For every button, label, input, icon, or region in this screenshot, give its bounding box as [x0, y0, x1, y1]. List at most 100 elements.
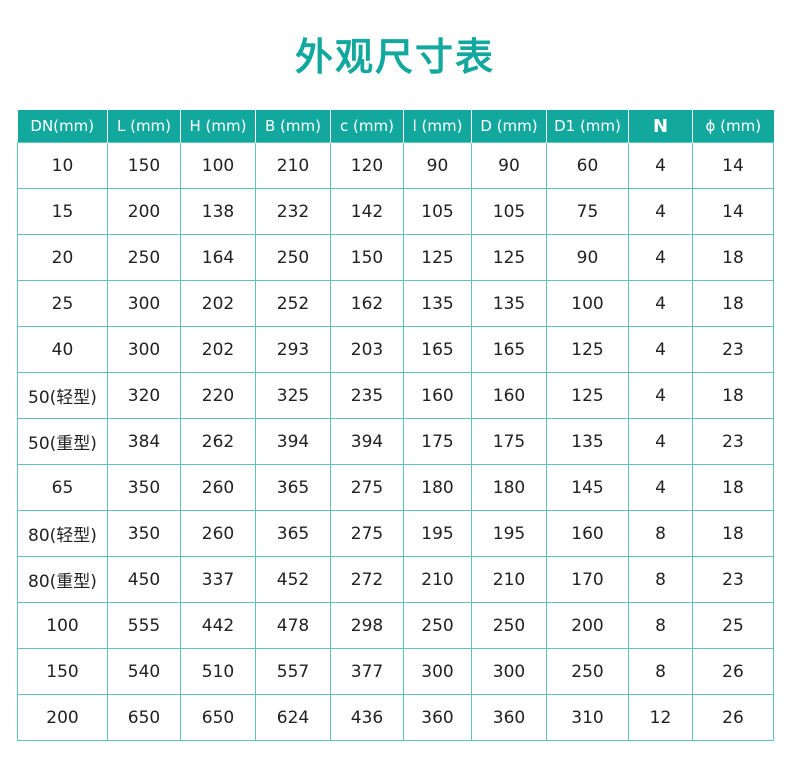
table-cell: 260: [180, 510, 256, 557]
table-cell: 360: [403, 694, 472, 741]
table-cell: 80(轻型): [17, 510, 108, 557]
table-row: 10 150 100 210 120 90 90 60 4 14: [17, 142, 774, 189]
table-cell: 18: [692, 280, 774, 327]
table-cell: 145: [546, 464, 629, 511]
table-cell: 452: [255, 556, 331, 603]
table-cell: 8: [628, 556, 693, 603]
table-cell: 8: [628, 602, 693, 649]
table-cell: 300: [107, 280, 181, 327]
table-cell: 180: [403, 464, 472, 511]
table-cell: 135: [403, 280, 472, 327]
table-row: 20 250 164 250 150 125 125 90 4 18: [17, 234, 774, 281]
table-cell: 300: [403, 648, 472, 695]
column-header: B (mm): [255, 110, 331, 143]
column-header: DN(mm): [17, 110, 108, 143]
table-cell: 365: [255, 510, 331, 557]
table-cell: 25: [692, 602, 774, 649]
column-header: ϕ (mm): [692, 110, 774, 143]
table-cell: 195: [403, 510, 472, 557]
table-cell: 272: [330, 556, 404, 603]
column-header: N: [628, 110, 693, 143]
table-cell: 650: [107, 694, 181, 741]
table-cell: 18: [692, 372, 774, 419]
table-cell: 262: [180, 418, 256, 465]
table-cell: 275: [330, 464, 404, 511]
column-header: D1 (mm): [546, 110, 629, 143]
table-cell: 18: [692, 234, 774, 281]
table-cell: 252: [255, 280, 331, 327]
table-cell: 105: [471, 188, 547, 235]
table-row: 150 540 510 557 377 300 300 250 8 26: [17, 648, 774, 695]
table-header: DN(mm) L (mm) H (mm) B (mm) c (mm) l (mm) D (m…: [17, 110, 774, 143]
table-cell: 50(重型): [17, 418, 108, 465]
table-cell: 162: [330, 280, 404, 327]
table-cell: 298: [330, 602, 404, 649]
table-row: 80(重型) 450 337 452 272 210 210 170 8 23: [17, 556, 774, 603]
table-cell: 4: [628, 326, 693, 373]
table-cell: 203: [330, 326, 404, 373]
table-cell: 384: [107, 418, 181, 465]
table-cell: 142: [330, 188, 404, 235]
table-cell: 202: [180, 326, 256, 373]
table-cell: 125: [403, 234, 472, 281]
table-cell: 235: [330, 372, 404, 419]
table-cell: 150: [17, 648, 108, 695]
page-title: 外观尺寸表: [294, 35, 495, 79]
table-cell: 160: [471, 372, 547, 419]
table-cell: 100: [17, 602, 108, 649]
table-cell: 377: [330, 648, 404, 695]
table-cell: 540: [107, 648, 181, 695]
table-cell: 442: [180, 602, 256, 649]
table-cell: 100: [180, 142, 256, 189]
table-cell: 20: [17, 234, 108, 281]
table-row: 65 350 260 365 275 180 180 145 4 18: [17, 464, 774, 511]
table-cell: 350: [107, 464, 181, 511]
table-cell: 135: [471, 280, 547, 327]
table-cell: 125: [546, 372, 629, 419]
table-cell: 125: [546, 326, 629, 373]
column-header: D (mm): [471, 110, 547, 143]
table-cell: 80(重型): [17, 556, 108, 603]
table-cell: 26: [692, 694, 774, 741]
table-cell: 175: [403, 418, 472, 465]
table-cell: 232: [255, 188, 331, 235]
table-cell: 4: [628, 234, 693, 281]
table-cell: 150: [330, 234, 404, 281]
table-cell: 250: [546, 648, 629, 695]
table-cell: 250: [403, 602, 472, 649]
column-header: c (mm): [330, 110, 404, 143]
table-cell: 165: [403, 326, 472, 373]
table-cell: 8: [628, 648, 693, 695]
table-cell: 14: [692, 142, 774, 189]
table-cell: 650: [180, 694, 256, 741]
table-cell: 200: [546, 602, 629, 649]
column-header: H (mm): [180, 110, 256, 143]
table-cell: 210: [255, 142, 331, 189]
table-cell: 164: [180, 234, 256, 281]
table-cell: 8: [628, 510, 693, 557]
table-cell: 478: [255, 602, 331, 649]
table-row: 40 300 202 293 203 165 165 125 4 23: [17, 326, 774, 373]
table-row: 80(轻型) 350 260 365 275 195 195 160 8 18: [17, 510, 774, 557]
table-cell: 160: [546, 510, 629, 557]
table-cell: 18: [692, 464, 774, 511]
table-cell: 200: [17, 694, 108, 741]
table-cell: 26: [692, 648, 774, 695]
table-cell: 360: [471, 694, 547, 741]
table-cell: 394: [330, 418, 404, 465]
table-cell: 65: [17, 464, 108, 511]
table-cell: 275: [330, 510, 404, 557]
table-cell: 40: [17, 326, 108, 373]
table-cell: 120: [330, 142, 404, 189]
table-cell: 170: [546, 556, 629, 603]
table-cell: 4: [628, 418, 693, 465]
table-cell: 210: [471, 556, 547, 603]
table-cell: 165: [471, 326, 547, 373]
table-cell: 394: [255, 418, 331, 465]
table-cell: 365: [255, 464, 331, 511]
table-cell: 15: [17, 188, 108, 235]
table-cell: 320: [107, 372, 181, 419]
table-cell: 220: [180, 372, 256, 419]
table-cell: 195: [471, 510, 547, 557]
table-cell: 75: [546, 188, 629, 235]
